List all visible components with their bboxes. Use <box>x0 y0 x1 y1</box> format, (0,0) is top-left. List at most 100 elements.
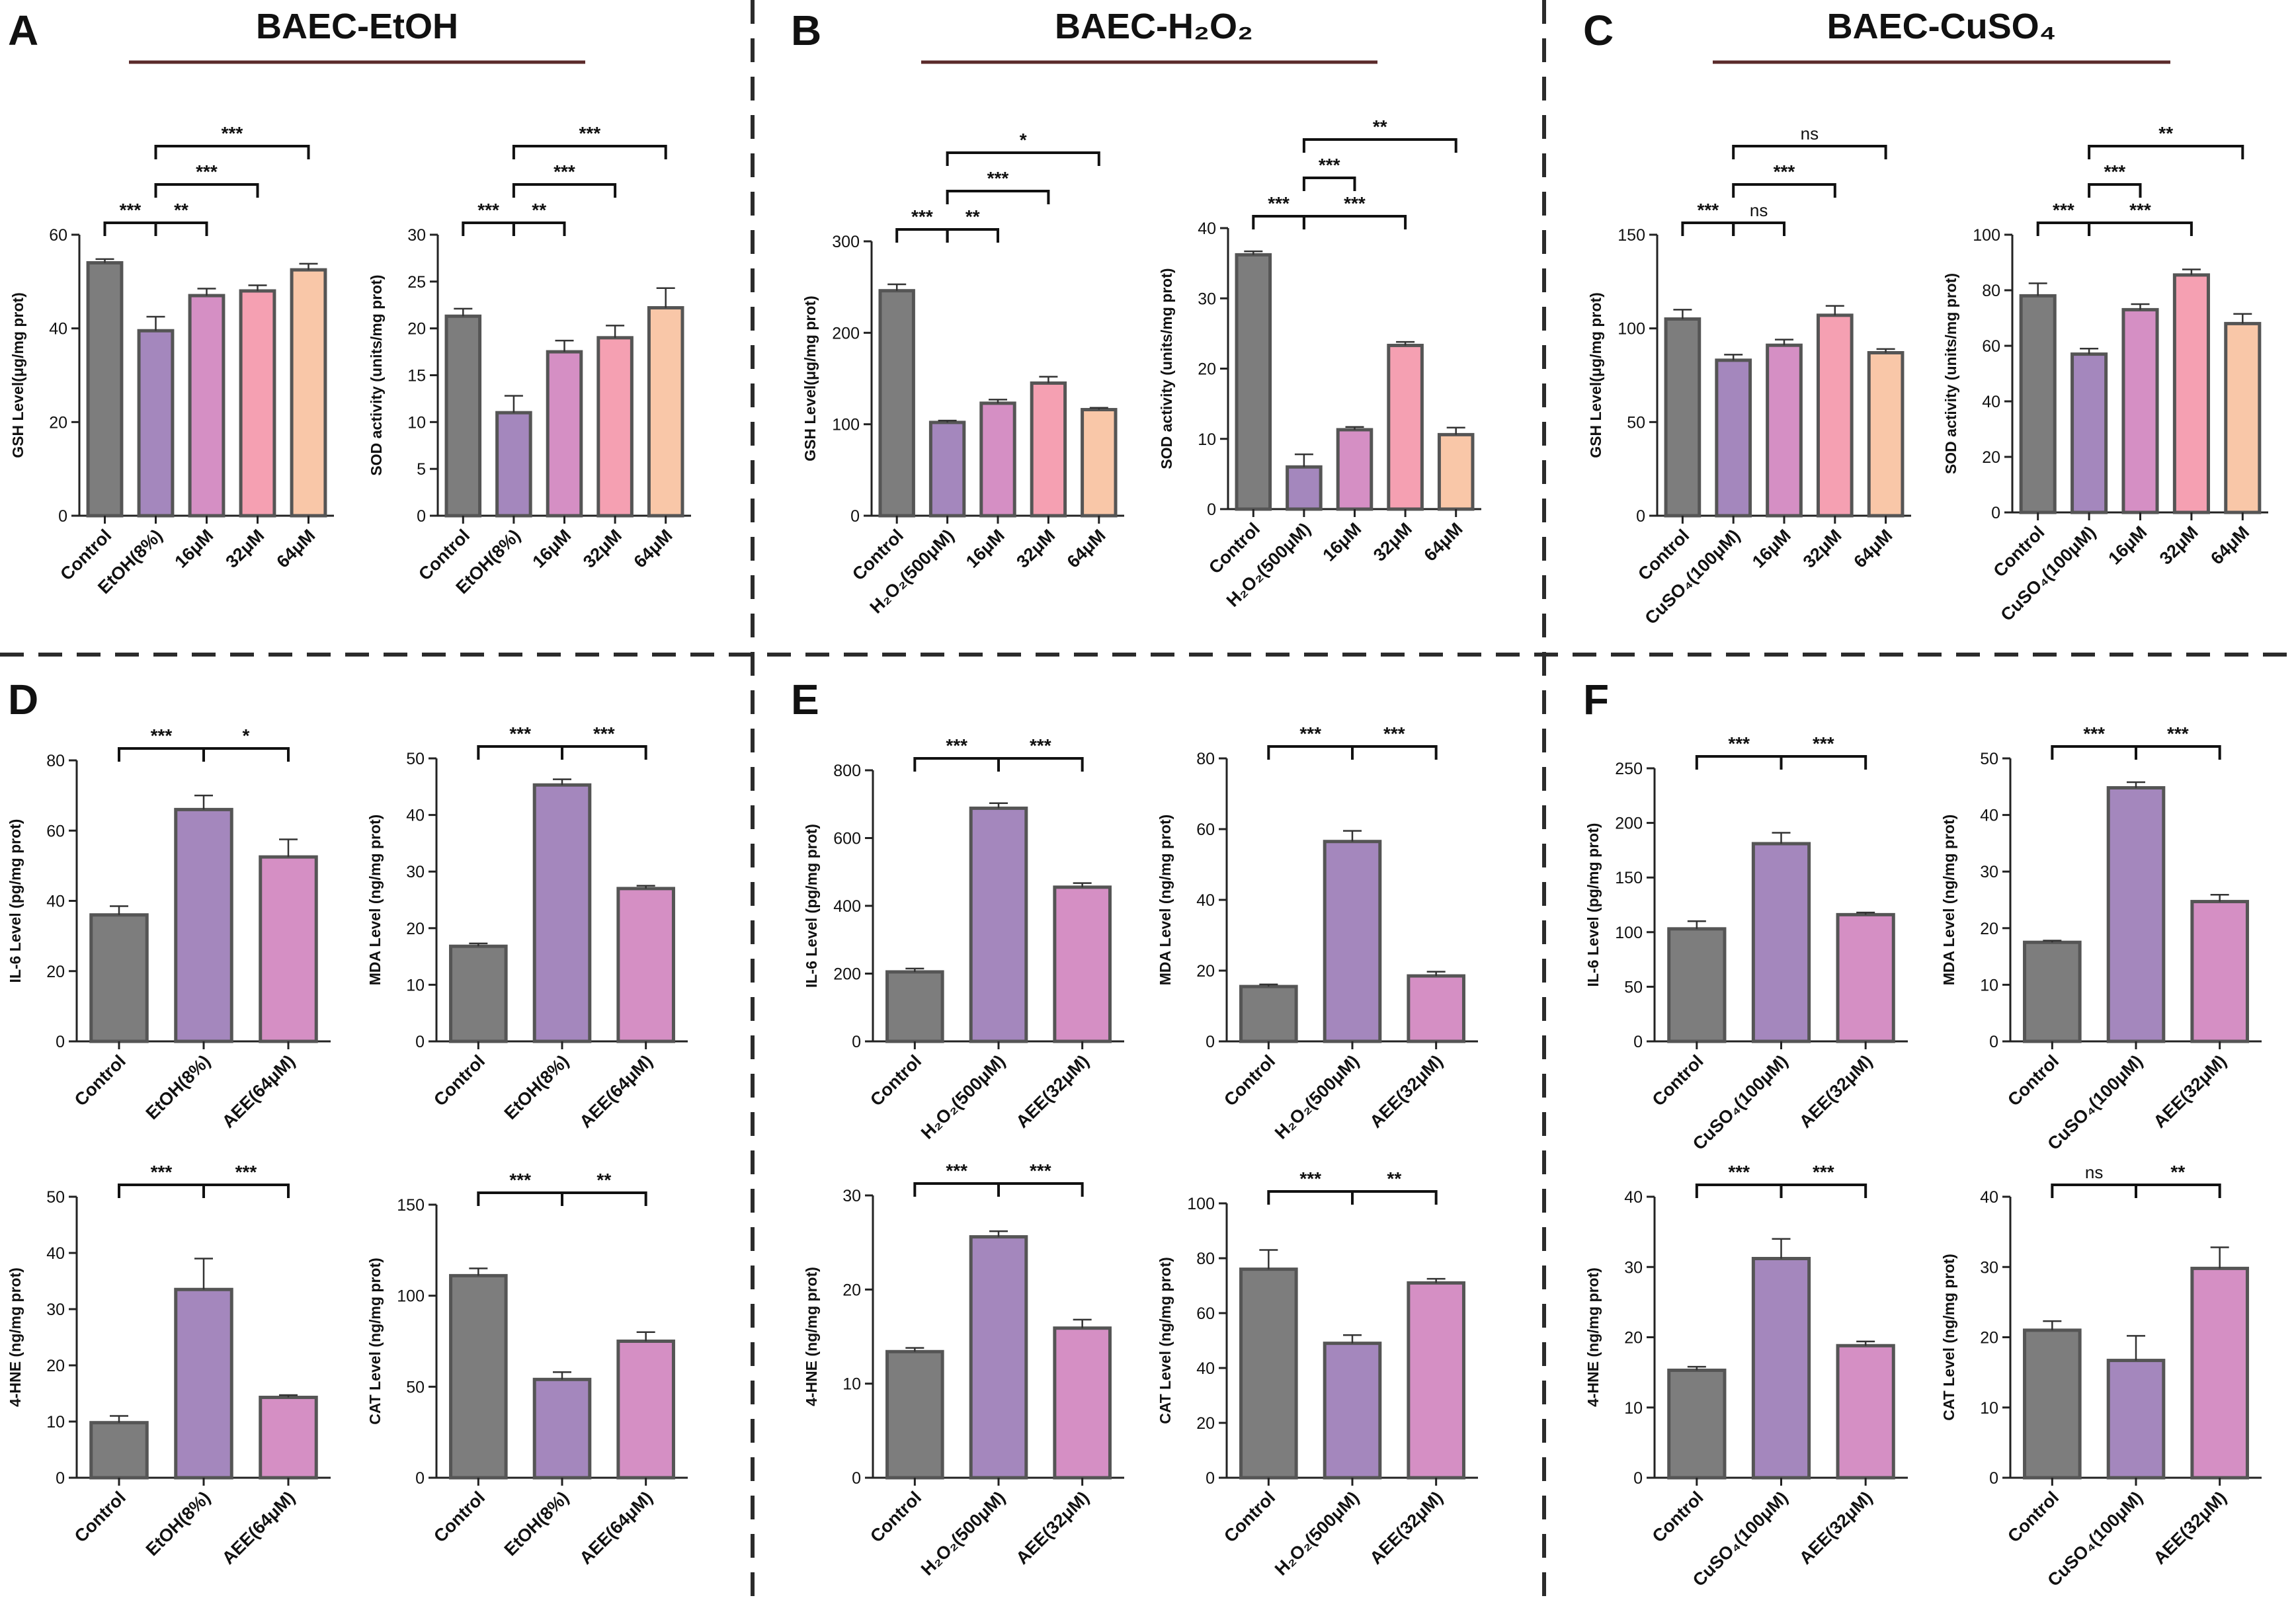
y-tick-label: 0 <box>1206 1469 1215 1488</box>
y-tick-label: 20 <box>407 320 426 339</box>
y-tick-label: 0 <box>852 1469 861 1488</box>
bar-16-m <box>188 294 226 518</box>
chart-a2: 0 5 10 15 20 25 30 SOD activity (units/mg prot)… <box>368 123 691 598</box>
x-category-label: 16μM <box>171 526 217 572</box>
y-tick-label: 30 <box>1624 1258 1643 1277</box>
y-tick-label: 150 <box>1615 869 1643 887</box>
y-tick-label: 400 <box>833 897 861 916</box>
bar-cuso-100-m- <box>2106 786 2166 1043</box>
y-axis-label: IL-6 Level (pg/mg prot) <box>7 819 24 983</box>
significance-label: *** <box>2129 200 2151 220</box>
y-tick-label: 50 <box>1627 413 1645 432</box>
x-category-label: CuSO₄(100μM) <box>1641 526 1744 629</box>
significance-bracket <box>913 757 1000 772</box>
y-tick-label: 200 <box>1615 815 1643 833</box>
significance-bracket <box>477 745 563 760</box>
y-tick-label: 10 <box>406 976 425 994</box>
significance-bracket <box>118 747 205 762</box>
y-tick-label: 20 <box>1198 360 1216 379</box>
y-tick-label: 60 <box>49 226 67 245</box>
x-category-label: Control <box>866 1488 925 1547</box>
x-category-label: H₂O₂(500μM) <box>1271 1051 1363 1143</box>
x-category-label: 16μM <box>528 526 575 572</box>
y-axis-label: GSH Level(μg/mg prot) <box>9 292 26 458</box>
y-tick-label: 80 <box>46 752 65 770</box>
y-tick-label: 800 <box>833 762 861 780</box>
x-category-label: 16μM <box>2104 522 2151 569</box>
significance-label: *** <box>1299 1168 1321 1189</box>
significance-label: ** <box>965 206 980 227</box>
y-tick-label: 0 <box>852 1033 861 1051</box>
bar-control <box>89 1421 149 1480</box>
x-category-label: EtOH(8%) <box>142 1051 214 1123</box>
y-axis-label: CAT Level (ng/mg prot) <box>1157 1257 1174 1424</box>
y-tick-label: 10 <box>407 413 426 432</box>
significance-bracket <box>2088 145 2244 159</box>
x-category-label: H₂O₂(500μM) <box>917 1488 1009 1580</box>
y-tick-label: 10 <box>46 1413 65 1431</box>
x-category-label: 32μM <box>2156 522 2202 569</box>
y-tick-label: 40 <box>49 320 67 339</box>
y-tick-label: 10 <box>842 1375 861 1394</box>
y-axis-label: IL-6 Level (pg/mg prot) <box>1584 823 1602 987</box>
y-tick-label: 40 <box>1196 891 1215 910</box>
bar-control <box>1239 1267 1298 1480</box>
significance-label: *** <box>151 1162 173 1182</box>
chart-d2: 0 10 20 30 40 50 MDA Level (ng/mg prot) Control… <box>366 723 688 1132</box>
chart-d3: 0 10 20 30 40 50 4-HNE (ng/mg prot) Control EtOH… <box>7 1162 331 1568</box>
significance-label: *** <box>2104 161 2125 182</box>
x-category-label: 16μM <box>1319 519 1365 565</box>
y-tick-label: 0 <box>415 1469 425 1488</box>
significance-bracket <box>2051 1184 2137 1198</box>
bar-h-o-500-m- <box>1323 1342 1382 1480</box>
y-tick-label: 150 <box>1618 226 1645 245</box>
significance-bracket <box>997 1182 1084 1197</box>
significance-bracket <box>946 190 1050 204</box>
significance-label: *** <box>1383 723 1405 744</box>
chart-e2: 0 20 40 60 80 MDA Level (ng/mg prot) ControlH₂… <box>1157 723 1478 1143</box>
y-tick-label: 30 <box>1980 1258 1998 1277</box>
y-tick-label: 5 <box>417 460 426 479</box>
panel-letter-f: F <box>1583 676 1609 723</box>
x-category-label: AEE(32μM) <box>1012 1051 1093 1132</box>
significance-bracket <box>477 1191 563 1206</box>
bar-h-o-500-m- <box>1323 840 1382 1043</box>
significance-label: ** <box>174 200 188 220</box>
panel-letter-c: C <box>1583 7 1614 54</box>
x-category-label: Control <box>430 1488 489 1547</box>
significance-label: *** <box>196 161 218 182</box>
significance-bracket <box>154 221 208 236</box>
bar-32-m <box>239 289 276 518</box>
significance-bracket <box>512 183 617 198</box>
x-category-label: Control <box>2004 1051 2063 1110</box>
bar-control <box>89 913 149 1043</box>
bar-aee-32-m- <box>1407 974 1465 1043</box>
bar-aee-64-m- <box>616 1340 675 1480</box>
x-category-label: AEE(32μM) <box>2150 1488 2231 1568</box>
significance-label: ** <box>1387 1168 1401 1189</box>
bar-cuso-100-m- <box>1751 1257 1811 1480</box>
significance-bracket <box>561 1191 647 1206</box>
x-category-label: Control <box>2004 1488 2063 1547</box>
y-tick-label: 30 <box>407 226 426 245</box>
bar-control <box>2019 294 2057 514</box>
y-axis-label: 4-HNE (ng/mg prot) <box>803 1267 820 1406</box>
y-axis-label: GSH Level(μg/mg prot) <box>1587 292 1604 458</box>
y-tick-label: 0 <box>56 1469 65 1488</box>
y-tick-label: 30 <box>842 1187 861 1205</box>
y-tick-label: 50 <box>406 1378 425 1396</box>
y-tick-label: 60 <box>1982 337 2000 356</box>
bar-control <box>2023 1328 2082 1480</box>
significance-label: ns <box>2085 1162 2103 1182</box>
significance-label: *** <box>1697 200 1719 220</box>
panel-letter-e: E <box>791 676 819 723</box>
y-tick-label: 0 <box>1633 1033 1643 1051</box>
bar-cuso-100-m- <box>2070 352 2108 514</box>
bar-etoh-8- <box>532 783 592 1043</box>
y-tick-label: 20 <box>1624 1329 1643 1347</box>
significance-bracket <box>154 145 310 159</box>
significance-label: *** <box>2053 200 2074 220</box>
bar-32-m <box>1387 343 1424 511</box>
x-category-label: AEE(64μM) <box>576 1488 657 1568</box>
